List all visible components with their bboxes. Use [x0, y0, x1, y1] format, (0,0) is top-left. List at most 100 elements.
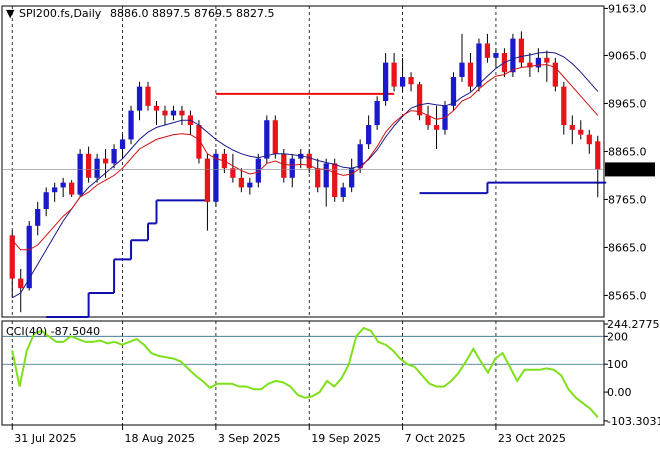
date-label: 18 Aug 2025 [125, 432, 195, 445]
candle-body [69, 182, 75, 195]
chart-header: ▼ SPI200.fs,Daily 8886.0 8897.5 8769.5 8… [6, 7, 274, 20]
candle-body [493, 53, 499, 58]
candle-body [561, 86, 567, 126]
header-symbol: SPI200.fs,Daily [19, 7, 102, 20]
candle-body [298, 153, 304, 159]
candle-body [43, 192, 49, 210]
candle-body [128, 110, 134, 140]
cci-tick-label: 0.00 [607, 386, 632, 399]
candle-body [281, 153, 287, 178]
date-label: 19 Sep 2025 [311, 432, 381, 445]
ma-fast-line [11, 64, 599, 251]
date-label: 3 Sep 2025 [218, 432, 281, 445]
candle-body [77, 153, 83, 195]
cci-levels [2, 335, 604, 365]
candle-body [264, 120, 270, 159]
candle-body [306, 153, 312, 169]
candle-body [578, 129, 584, 135]
price-tick-label: 8665.0 [608, 241, 647, 254]
cci-vertical-gridlines [11, 321, 497, 425]
candle-body [315, 168, 321, 188]
candle-body [416, 84, 423, 116]
date-label: 23 Oct 2025 [498, 432, 566, 445]
cci-line [11, 326, 599, 418]
candle-body [527, 62, 533, 68]
candles [9, 31, 601, 313]
candle-body [230, 168, 236, 178]
candle-body [569, 125, 575, 130]
candle-body [9, 235, 15, 279]
candle-body [102, 158, 109, 164]
candle-body [552, 62, 558, 87]
price-panel: 9163.0 9065.0 8965.0 8865.0 8765.0 8665.0 8565… [1, 2, 655, 318]
candle-body [145, 86, 151, 106]
candle-body [408, 77, 414, 85]
candle-body [162, 110, 168, 116]
price-tick-label: 8565.0 [608, 289, 647, 302]
candle-body [238, 177, 244, 188]
candle-body [213, 153, 219, 202]
candle-body [35, 209, 41, 226]
candle-body [518, 38, 525, 63]
cci-tick-label: -103.3031 [607, 415, 660, 428]
candle-body [484, 43, 491, 58]
stop-lines [46, 92, 607, 318]
candle-body [399, 77, 406, 87]
candle-body [323, 163, 329, 188]
candle-body [26, 225, 32, 289]
candle-body [459, 62, 465, 78]
cci-tick-label: 244.2775 [607, 318, 660, 331]
date-axis: 31 Jul 2025 18 Aug 2025 3 Sep 2025 19 Sep 2… [11, 425, 566, 445]
cci-series-line [11, 326, 599, 418]
price-axis: 9163.0 9065.0 8965.0 8865.0 8765.0 8665.0 8565… [604, 2, 647, 302]
moving-averages [11, 51, 599, 299]
candle-body [544, 57, 550, 63]
candle-body [119, 139, 126, 150]
candle-body [476, 43, 482, 87]
candle-body [433, 125, 440, 130]
ma-slow-line [11, 51, 599, 299]
header-ohlc: 8886.0 8897.5 8769.5 8827.5 [110, 7, 274, 20]
candle-body [255, 158, 261, 183]
cci-tick-label: 100 [607, 358, 628, 371]
candle-body [204, 158, 211, 202]
candle-body [374, 101, 380, 126]
candle-body [366, 125, 372, 145]
price-tick-label: 9065.0 [608, 49, 647, 62]
current-price-tag-text: 8827.5 [608, 163, 647, 176]
date-label: 31 Jul 2025 [14, 432, 76, 445]
cci-tick-label: 200 [607, 330, 628, 343]
candle-body [272, 120, 278, 154]
candle-body [349, 168, 355, 188]
price-panel-frame [1, 5, 605, 318]
candle-body [60, 182, 66, 188]
header-arrow: ▼ [6, 7, 15, 20]
price-tick-label: 8765.0 [608, 193, 647, 206]
candle-body [586, 134, 592, 145]
candle-body [510, 38, 516, 73]
current-price-tag-bg [605, 162, 655, 177]
candle-body [382, 62, 389, 102]
candle-body [289, 158, 295, 178]
candle-body [332, 163, 338, 198]
candle-body [170, 110, 177, 116]
candle-body [52, 187, 58, 193]
current-price-tag: 8827.5 [605, 162, 655, 177]
candle-body [450, 77, 457, 106]
candle-body [357, 144, 363, 169]
candle-body [425, 115, 431, 126]
candle-body [136, 86, 143, 111]
candle-body [595, 141, 601, 170]
candle-body [94, 158, 100, 178]
candle-body [85, 153, 92, 178]
price-tick-label: 9163.0 [608, 2, 647, 15]
candle-body [391, 62, 397, 87]
candle-body [196, 125, 202, 159]
candle-body [535, 57, 541, 68]
candle-body [18, 278, 24, 289]
candle-body [111, 149, 117, 164]
date-label: 7 Oct 2025 [405, 432, 466, 445]
